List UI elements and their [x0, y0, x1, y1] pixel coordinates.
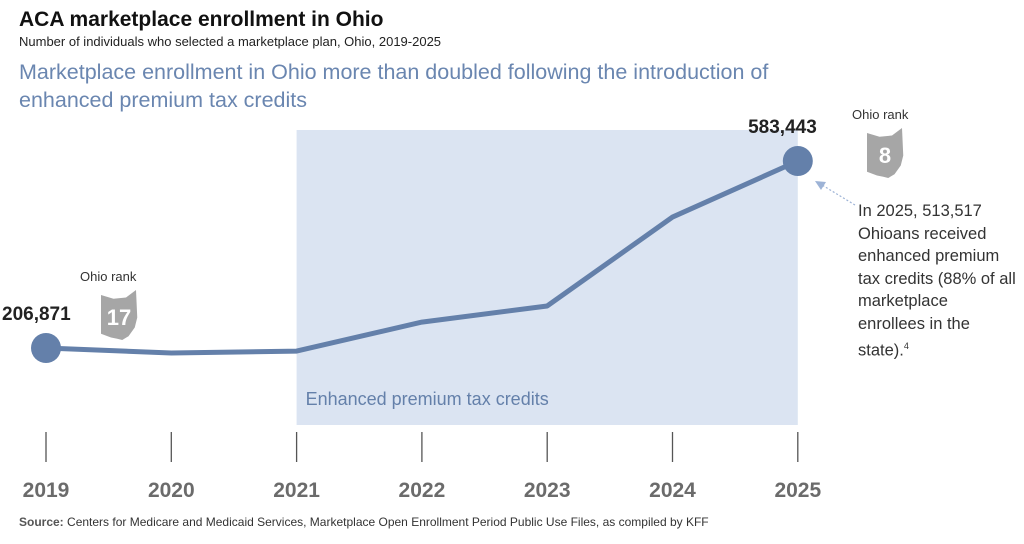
- footnote-marker: 4: [903, 341, 909, 351]
- rank-value-2019: 17: [107, 305, 131, 330]
- annotation-text: In 2025, 513,517 Ohioans received enhanc…: [858, 202, 1016, 360]
- chart-headline: Marketplace enrollment in Ohio more than…: [19, 60, 769, 112]
- source-text: Centers for Medicare and Medicaid Servic…: [67, 515, 709, 529]
- x-tick-label: 2025: [774, 479, 821, 502]
- chart-title: ACA marketplace enrollment in Ohio: [19, 8, 384, 31]
- data-point-2025: [782, 146, 813, 176]
- rank-value-2025: 8: [879, 143, 891, 168]
- data-point-2019: [31, 333, 61, 363]
- annotation-arrow-head-icon: [815, 181, 826, 190]
- x-tick-label: 2023: [524, 479, 571, 502]
- rank-label-2019: Ohio rank: [80, 269, 137, 284]
- ohio-state-shape-icon: [101, 290, 138, 340]
- shaded-region-label: Enhanced premium tax credits: [306, 389, 549, 409]
- source-note: Source: Centers for Medicare and Medicai…: [19, 515, 709, 529]
- annotation-note: In 2025, 513,517 Ohioans received enhanc…: [858, 200, 1018, 362]
- source-label: Source:: [19, 515, 64, 529]
- data-label-2025: 583,443: [748, 117, 817, 138]
- x-tick-label: 2024: [649, 479, 696, 502]
- data-label-2019: 206,871: [2, 304, 71, 325]
- x-tick-label: 2019: [23, 479, 70, 502]
- x-tick-label: 2021: [273, 479, 320, 502]
- annotation-arrow-line: [821, 184, 856, 206]
- rank-label-2025: Ohio rank: [852, 107, 909, 122]
- chart-subtitle: Number of individuals who selected a mar…: [19, 34, 442, 49]
- shaded-region-enhanced-ptc: [296, 130, 798, 425]
- x-tick-label: 2022: [399, 479, 446, 502]
- ohio-state-shape-icon: [867, 128, 904, 178]
- x-tick-label: 2020: [148, 479, 195, 502]
